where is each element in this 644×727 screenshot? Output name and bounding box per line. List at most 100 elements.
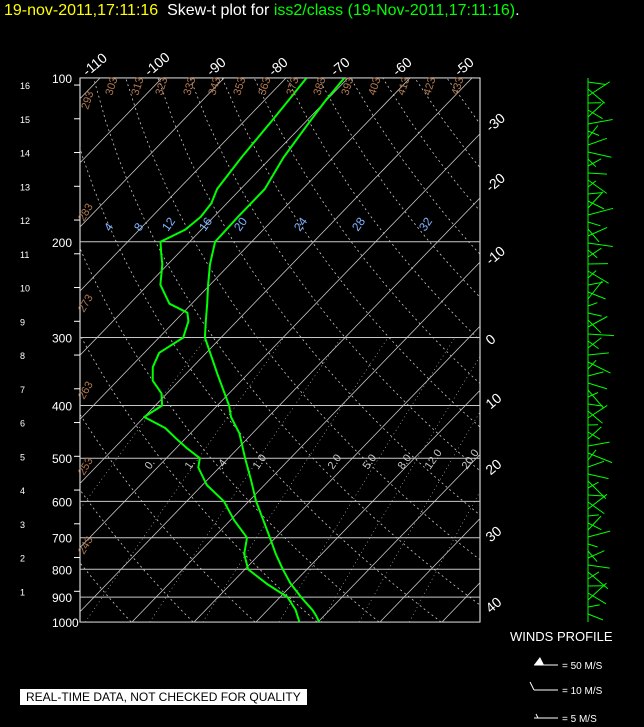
mixing-ratio-line [149, 337, 342, 622]
height-tick-label: 4 [20, 486, 25, 496]
wind-barb [587, 382, 608, 390]
title-text: Skew-t plot for [167, 2, 270, 19]
temperature-tick-label: -80 [265, 54, 291, 79]
dry-adiabat-label: 343 [206, 76, 223, 97]
wind-barb [587, 102, 604, 118]
wind-barb [587, 371, 604, 377]
isotherm-line [80, 78, 225, 228]
wind-barb [587, 522, 602, 531]
wind-barb [587, 410, 603, 424]
pressure-tick-label: 100 [52, 72, 72, 86]
dry-adiabat-line [80, 146, 442, 622]
height-tick-label: 14 [20, 149, 30, 159]
wind-barb [587, 242, 613, 247]
dry-adiabat-line [80, 562, 132, 622]
dry-adiabat-line [511, 78, 644, 622]
mixing-ratio-label: 12 [159, 214, 178, 233]
height-tick-label: 2 [20, 554, 25, 564]
mixing-ratio-label: 1.0 [251, 452, 270, 471]
wind-barb [587, 191, 604, 209]
pressure-tick-label: 500 [52, 452, 72, 466]
mixing-ratio-line [85, 337, 285, 622]
wind-barb [587, 493, 608, 510]
dry-adiabat-label: 333 [181, 76, 198, 97]
temperature-tick-label: -60 [389, 54, 415, 79]
mixing-ratio-label: 8.0 [396, 452, 415, 471]
wind-barb [587, 452, 613, 464]
isotherm-line [255, 389, 480, 622]
wind-barb [587, 592, 607, 605]
plot-area [0, 78, 644, 622]
dry-adiabat-line [382, 78, 480, 212]
wind-barb [587, 125, 599, 139]
dry-adiabat-line [157, 78, 480, 516]
mixing-ratio-label: 4 [101, 220, 116, 234]
dry-adiabat-label: 383 [311, 76, 328, 97]
dry-adiabat-line [478, 78, 480, 80]
wind-legend-label: = 50 M/S [562, 661, 603, 672]
temperature-trace [203, 78, 346, 622]
mixing-ratio-label: 24 [291, 214, 310, 233]
plot-frame [79, 77, 481, 623]
wind-barb [587, 81, 610, 97]
dry-adiabat-label: 353 [231, 76, 248, 97]
wind-barb [587, 81, 606, 85]
wind-legend-full-barb [529, 681, 535, 691]
wind-barb [587, 403, 603, 407]
dry-adiabat-line [318, 78, 480, 298]
mixing-ratio-label: 5.0 [361, 452, 380, 471]
dry-adiabat-line [189, 78, 480, 472]
chart-title: 19-nov-2011,17:11:16 Skew-t plot for iss… [4, 2, 520, 20]
wind-barb [587, 333, 615, 337]
wind-legend-label: = 5 M/S [562, 714, 597, 725]
dry-adiabat-label: 263 [76, 380, 96, 402]
wind-barb [587, 530, 611, 538]
isotherm-line [504, 78, 644, 622]
temperature-tick-label: 10 [482, 390, 504, 412]
wind-barb [587, 361, 611, 374]
mixing-ratio-line [409, 491, 480, 622]
title-date: 19-nov-2011,17:11:16 [4, 2, 159, 19]
dry-adiabat-line [221, 78, 480, 428]
wind-barb [587, 302, 598, 307]
temperature-tick-label: 30 [482, 523, 504, 545]
dry-adiabat-line [125, 78, 480, 561]
wind-barb [587, 207, 614, 216]
height-tick-label: 3 [20, 520, 25, 530]
temperature-tick-label: -70 [327, 54, 353, 79]
wind-barb [587, 426, 602, 440]
wind-barb [587, 270, 609, 284]
height-tick-label: 13 [20, 182, 30, 192]
wind-barb [587, 221, 601, 227]
mixing-ratio-label: 32 [416, 214, 435, 233]
wind-barb [587, 137, 608, 146]
wind-barb [587, 340, 599, 350]
dry-adiabat-line [253, 78, 480, 385]
dry-adiabat-label: 293 [79, 90, 96, 111]
wind-barb [587, 319, 602, 334]
temperature-tick-label: -90 [203, 54, 229, 79]
temperature-tick-label: -30 [482, 110, 508, 135]
isotherm-line [0, 78, 38, 622]
height-tick-label: 15 [20, 115, 30, 125]
pressure-tick-label: 800 [52, 563, 72, 577]
wind-barb [587, 550, 605, 559]
wind-barb [587, 158, 597, 168]
wind-barb [587, 389, 605, 409]
wind-barb [587, 280, 603, 300]
wind-barb [587, 172, 608, 175]
wind-barb [587, 604, 600, 608]
dry-adiabat-line [446, 78, 480, 125]
wind-barb [587, 431, 601, 440]
wind-barb [587, 312, 602, 317]
temperature-tick-label: -50 [451, 54, 477, 79]
wind-barb [587, 352, 609, 356]
isotherm-line [80, 78, 411, 420]
wind-legend-half-barb [535, 713, 539, 719]
pressure-tick-label: 600 [52, 495, 72, 509]
wind-barb [587, 192, 602, 195]
height-tick-label: 9 [20, 317, 25, 327]
wind-barb [587, 180, 597, 188]
wind-barb [587, 460, 605, 468]
